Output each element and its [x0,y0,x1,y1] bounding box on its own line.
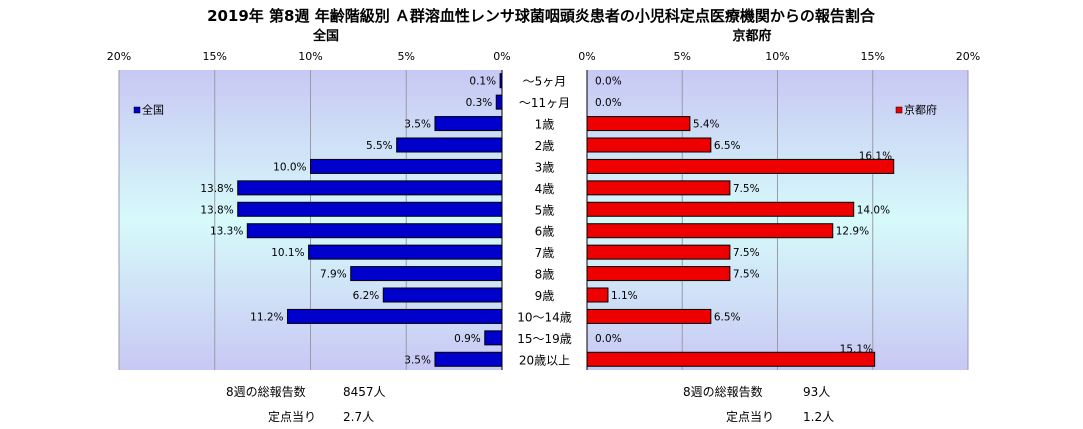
x-tick-label: 10% [298,50,322,63]
bar [586,180,731,196]
bar [237,201,503,217]
data-label: 0.3% [466,97,493,109]
data-label: 3.5% [404,119,431,131]
data-label: 7.5% [733,247,760,259]
data-label: 13.8% [200,183,233,195]
legend-swatch [133,106,141,114]
category-label: 2歳 [535,139,555,153]
data-label: 12.9% [836,226,869,238]
data-label: 0.0% [595,333,622,345]
left-panel-heading: 全国 [312,28,339,44]
bar [586,287,609,303]
data-label: 14.0% [857,204,890,216]
bar [484,330,503,346]
bar [350,266,503,282]
data-label: 0.9% [454,333,481,345]
bar [396,137,503,153]
x-tick-label: 5% [674,50,691,63]
bar [237,180,503,196]
x-tick-label: 0% [493,50,510,63]
x-tick-label: 15% [861,50,885,63]
category-label: 4歳 [535,182,555,196]
data-label: 0.0% [595,76,622,88]
bar [586,201,855,217]
right-per-label: 定点当り [726,410,775,424]
category-label: 9歳 [535,289,555,303]
bar [434,116,503,132]
legend-label: 全国 [142,103,164,117]
category-label: 20歳以上 [519,353,570,367]
data-label: 16.1% [859,150,892,162]
left-per-label: 定点当り [268,410,317,424]
data-label: 6.5% [714,311,741,323]
legend-swatch [895,106,903,114]
x-tick-label: 0% [578,50,595,63]
category-label: 8歳 [535,268,555,282]
left-total-label: 8週の総報告数 [226,385,306,399]
bar [308,244,503,260]
bar [586,266,731,282]
bar [586,308,712,324]
data-label: 15.1% [840,343,873,355]
data-label: 3.5% [404,354,431,366]
data-label: 7.5% [733,183,760,195]
data-label: 13.3% [210,226,243,238]
x-tick-label: 15% [203,50,227,63]
bar [310,158,503,174]
category-label: 5歳 [535,203,555,217]
data-label: 6.5% [714,140,741,152]
right-total-value: 93人 [803,385,831,399]
data-label: 6.2% [353,290,380,302]
left-per-value: 2.7人 [343,410,375,424]
data-label: 5.4% [693,119,720,131]
legend-label: 京都府 [904,103,937,117]
category-label: 10～14歳 [517,310,572,324]
bar [586,158,895,174]
x-tick-label: 20% [956,50,980,63]
x-tick-label: 10% [765,50,789,63]
right-panel-heading: 京都府 [732,28,771,44]
x-tick-label: 20% [107,50,131,63]
category-label: 3歳 [535,160,555,174]
data-label: 10.1% [271,247,304,259]
category-label: ～5ヶ月 [523,75,567,89]
data-label: 5.5% [366,140,393,152]
data-label: 0.0% [595,97,622,109]
data-label: 13.8% [200,204,233,216]
bar [246,223,503,239]
category-label: 7歳 [535,246,555,260]
data-label: 0.1% [469,76,496,88]
bar [434,351,503,367]
left-total-value: 8457人 [343,385,386,399]
bar [586,116,691,132]
bar [586,223,834,239]
right-total-label: 8週の総報告数 [683,385,763,399]
category-label: 1歳 [535,118,555,132]
category-label: 15～19歳 [517,332,572,346]
bar [382,287,503,303]
data-label: 10.0% [273,161,306,173]
chart-title: 2019年 第8週 年齢階級別 Ａ群溶血性レンサ球菌咽頭炎患者の小児科定点医療機… [207,7,876,25]
data-label: 7.5% [733,269,760,281]
data-label: 11.2% [250,311,283,323]
data-label: 1.1% [611,290,638,302]
bar [586,137,712,153]
bar [287,308,503,324]
bar [586,244,731,260]
bar [495,94,503,110]
data-label: 7.9% [320,269,347,281]
category-label: 6歳 [535,225,555,239]
bar [586,351,876,367]
category-label: ～11ヶ月 [519,96,570,110]
right-per-value: 1.2人 [803,410,835,424]
x-tick-label: 5% [398,50,415,63]
